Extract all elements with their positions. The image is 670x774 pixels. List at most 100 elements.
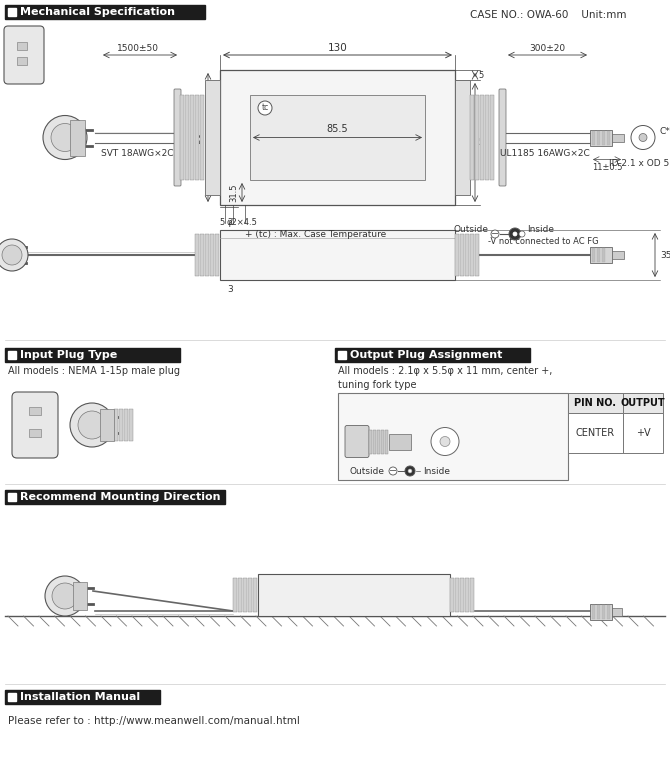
FancyBboxPatch shape [174,89,181,186]
Bar [597,605,600,619]
Bar [335,348,530,362]
Bar [607,131,610,145]
Bar [389,433,411,450]
FancyBboxPatch shape [4,26,44,84]
Circle shape [389,467,397,475]
Bar [119,409,123,441]
Bar [248,578,252,612]
Bar [377,430,380,454]
Bar [592,248,595,262]
Circle shape [2,245,22,265]
Bar [195,95,199,180]
Bar [100,409,114,441]
Circle shape [491,230,499,238]
Text: φ2×4.5: φ2×4.5 [226,218,257,227]
Circle shape [509,228,521,240]
Circle shape [631,125,655,149]
Text: tc: tc [261,104,269,112]
Text: CENTER: CENTER [576,428,615,438]
Bar [200,95,204,180]
Bar [205,234,209,276]
Bar [470,95,474,180]
Text: ID 2.1 x OD 5.5: ID 2.1 x OD 5.5 [608,159,670,169]
Text: 1500±50: 1500±50 [117,44,159,53]
Text: Mechanical Specification: Mechanical Specification [20,7,175,17]
Bar [338,351,346,359]
Bar [220,230,455,280]
Text: Outside: Outside [350,467,385,476]
Bar [215,234,219,276]
Bar [220,70,455,205]
Text: CASE NO.: OWA-60    Unit:mm: CASE NO.: OWA-60 Unit:mm [470,10,626,20]
Bar [8,351,16,359]
Bar [381,430,384,454]
Circle shape [70,403,114,447]
Text: 85.5: 85.5 [327,124,348,133]
Bar [602,131,605,145]
Bar [190,95,194,180]
Text: 53: 53 [196,132,206,144]
Bar [29,429,41,437]
Bar [465,234,469,276]
Text: Inside: Inside [527,225,554,234]
Bar [17,57,27,65]
Text: SVT 18AWG×2C: SVT 18AWG×2C [101,149,174,157]
Bar [602,605,605,619]
Circle shape [78,411,106,439]
Text: OUTPUT: OUTPUT [620,398,665,408]
Circle shape [639,133,647,142]
Bar [602,248,605,262]
Bar [114,409,118,441]
Text: 130: 130 [328,43,347,53]
Bar [590,129,612,146]
Circle shape [52,583,78,609]
Bar [17,42,27,50]
Text: −: − [389,466,397,476]
Bar [8,493,16,501]
Bar [455,578,459,612]
Bar [590,247,612,263]
Bar [238,578,242,612]
Bar [5,690,160,704]
Bar [250,95,425,180]
Text: -V not connected to AC FG: -V not connected to AC FG [488,237,598,246]
Text: 2: 2 [227,218,232,227]
Text: Outside: Outside [453,225,488,234]
FancyBboxPatch shape [345,426,369,457]
Bar [210,234,214,276]
Text: −: − [491,229,499,239]
Bar [592,605,595,619]
Circle shape [408,469,412,473]
Bar [369,430,372,454]
Bar [568,413,623,453]
Bar [373,430,376,454]
Text: Inside: Inside [423,467,450,476]
Bar [465,578,469,612]
Circle shape [0,239,28,271]
Circle shape [513,232,517,236]
Text: 31.5: 31.5 [229,183,238,202]
Text: Input Plug Type: Input Plug Type [20,350,117,360]
Bar [180,95,184,180]
Text: C*+*: C*+* [659,128,670,136]
Bar [200,234,204,276]
Text: PIN NO.: PIN NO. [574,398,616,408]
Bar [8,8,16,16]
Bar [129,409,133,441]
Bar [490,95,494,180]
Bar [612,133,624,142]
Text: 35: 35 [660,251,670,259]
Text: Installation Manual: Installation Manual [20,692,140,702]
Text: 5: 5 [478,138,483,147]
Bar [258,574,450,616]
Text: UL1185 16AWG×2C: UL1185 16AWG×2C [500,149,590,157]
Bar [592,131,595,145]
Text: 3: 3 [227,285,233,294]
Bar [590,604,612,620]
Text: Output Plug Assignment: Output Plug Assignment [350,350,502,360]
Circle shape [519,231,525,237]
Circle shape [51,124,79,152]
Text: 5: 5 [219,218,224,227]
Bar [485,95,489,180]
Text: 300±20: 300±20 [529,44,565,53]
